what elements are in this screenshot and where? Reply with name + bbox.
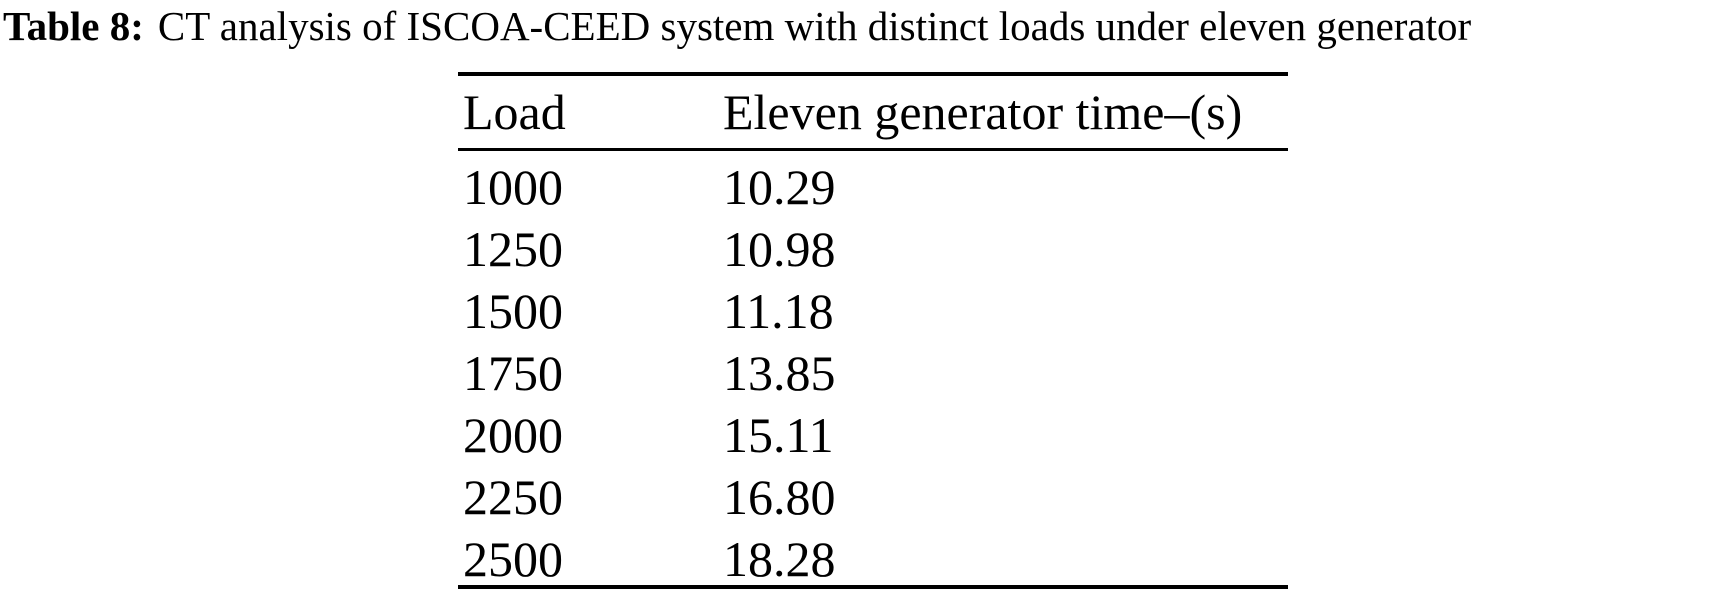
table-row: 2000 15.11	[458, 399, 1288, 463]
table-bottom-rule	[458, 585, 1288, 589]
table-header-row: Load Eleven generator time–(s)	[458, 76, 1288, 148]
cell-time: 18.28	[723, 531, 836, 587]
table-row: 1250 10.98	[458, 213, 1288, 277]
cell-load: 2500	[463, 531, 563, 587]
cell-time: 10.29	[723, 159, 836, 215]
cell-load: 2250	[463, 469, 563, 525]
table-row: 1750 13.85	[458, 337, 1288, 401]
column-header-load: Load	[463, 84, 566, 140]
table-top-rule	[458, 72, 1288, 76]
cell-time: 15.11	[723, 407, 834, 463]
cell-load: 1000	[463, 159, 563, 215]
cell-load: 2000	[463, 407, 563, 463]
cell-time: 10.98	[723, 221, 836, 277]
table-row: 1000 10.29	[458, 151, 1288, 215]
table-body: 1000 10.29 1250 10.98 1500 11.18 1750 13…	[458, 151, 1288, 587]
cell-time: 16.80	[723, 469, 836, 525]
table-row: 1500 11.18	[458, 275, 1288, 339]
cell-time: 13.85	[723, 345, 836, 401]
column-header-time: Eleven generator time–(s)	[723, 84, 1243, 140]
cell-load: 1250	[463, 221, 563, 277]
table-caption: Table 8: CT analysis of ISCOA-CEED system…	[3, 2, 1471, 50]
cell-time: 11.18	[723, 283, 834, 339]
caption-text: CT analysis of ISCOA-CEED system with di…	[157, 3, 1472, 49]
data-table: Load Eleven generator time–(s) 1000 10.2…	[458, 72, 1288, 589]
cell-load: 1500	[463, 283, 563, 339]
cell-load: 1750	[463, 345, 563, 401]
table-row: 2500 18.28	[458, 523, 1288, 587]
table-header-rule	[458, 148, 1288, 151]
table-row: 2250 16.80	[458, 461, 1288, 525]
caption-label: Table 8:	[3, 3, 144, 49]
